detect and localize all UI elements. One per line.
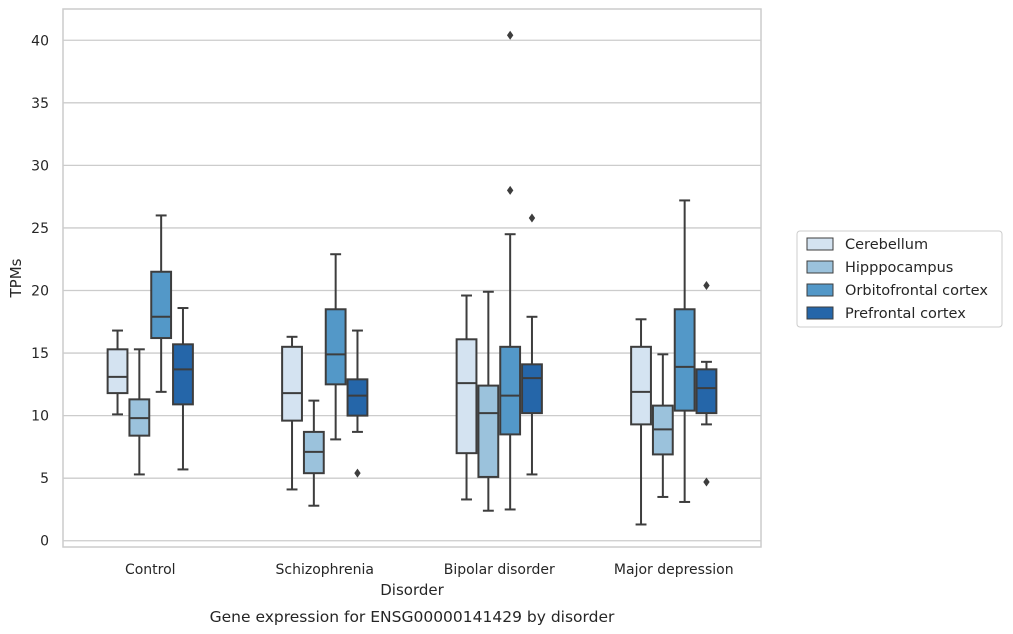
box-cerebellum xyxy=(455,294,478,501)
box-cerebellum xyxy=(281,335,303,491)
y-tick-label: 0 xyxy=(40,534,49,550)
outlier-point xyxy=(703,281,710,291)
box-prefrontal-cortex xyxy=(346,329,369,478)
box-cerebellum xyxy=(106,329,129,416)
y-tick-label: 30 xyxy=(31,158,49,174)
legend-swatch xyxy=(806,306,834,320)
iqr-box xyxy=(346,378,369,417)
iqr-box xyxy=(106,348,129,395)
y-tick-label: 15 xyxy=(31,346,49,362)
iqr-box xyxy=(281,345,303,422)
x-tick-label: Major depression xyxy=(614,562,734,578)
box-hipppocampus xyxy=(128,348,151,476)
x-tick-label: Bipolar disorder xyxy=(444,562,555,578)
box-orbitofrontal-cortex xyxy=(150,214,173,393)
box-prefrontal-cortex xyxy=(695,281,718,487)
box-cerebellum xyxy=(630,318,652,526)
plot-area-frame xyxy=(62,8,762,548)
x-tick-labels: Control Schizophrenia Bipolar disorder Majo… xyxy=(125,562,734,578)
legend-swatch xyxy=(806,260,834,274)
x-tick-label: Control xyxy=(125,562,176,578)
box-hipppocampus xyxy=(651,353,674,498)
box-groups xyxy=(106,30,718,526)
iqr-box xyxy=(150,270,173,340)
outlier-point xyxy=(528,213,536,223)
y-tick-label: 20 xyxy=(31,284,49,300)
iqr-box xyxy=(324,308,347,386)
x-tick-label: Schizophrenia xyxy=(276,562,374,578)
outlier-point xyxy=(506,30,514,40)
legend-label: Cerebellum xyxy=(845,237,928,253)
box-hipppocampus xyxy=(302,399,325,507)
box-orbitofrontal-cortex xyxy=(324,253,347,441)
y-tick-label: 25 xyxy=(31,221,49,237)
box-prefrontal-cortex xyxy=(172,307,194,471)
outlier-point xyxy=(354,468,361,478)
legend-frame xyxy=(796,230,1003,328)
iqr-box xyxy=(172,343,194,406)
iqr-box xyxy=(630,345,652,426)
legend-label: Orbitofrontal cortex xyxy=(845,283,988,299)
y-tick-label: 40 xyxy=(31,33,49,49)
legend-swatch xyxy=(806,283,834,297)
y-tick-label: 10 xyxy=(31,409,49,425)
iqr-box xyxy=(477,384,500,478)
legend-label: Hipppocampus xyxy=(845,260,953,276)
legend-label: Prefrontal cortex xyxy=(845,306,966,322)
box-prefrontal-cortex xyxy=(521,213,543,476)
y-axis-title: TPMs xyxy=(7,258,25,298)
iqr-box xyxy=(673,308,696,412)
y-tick-label: 35 xyxy=(31,96,49,112)
x-axis-title: Disorder xyxy=(380,581,444,599)
box-orbitofrontal-cortex xyxy=(673,199,696,503)
outlier-point xyxy=(506,185,514,195)
box-hipppocampus xyxy=(477,290,500,512)
legend: Cerebellum Hipppocampus Orbitofrontal cort… xyxy=(796,230,1003,328)
chart-caption: Gene expression for ENSG00000141429 by d… xyxy=(210,608,615,626)
iqr-box xyxy=(695,368,718,415)
outlier-point xyxy=(703,477,710,487)
legend-swatch xyxy=(806,237,834,251)
iqr-box xyxy=(455,338,478,455)
iqr-box xyxy=(499,345,522,436)
y-tick-labels: 0 5 10 15 20 25 30 35 40 xyxy=(31,33,49,549)
iqr-box xyxy=(521,363,543,415)
box-orbitofrontal-cortex xyxy=(499,30,522,511)
y-tick-label: 5 xyxy=(40,471,49,487)
